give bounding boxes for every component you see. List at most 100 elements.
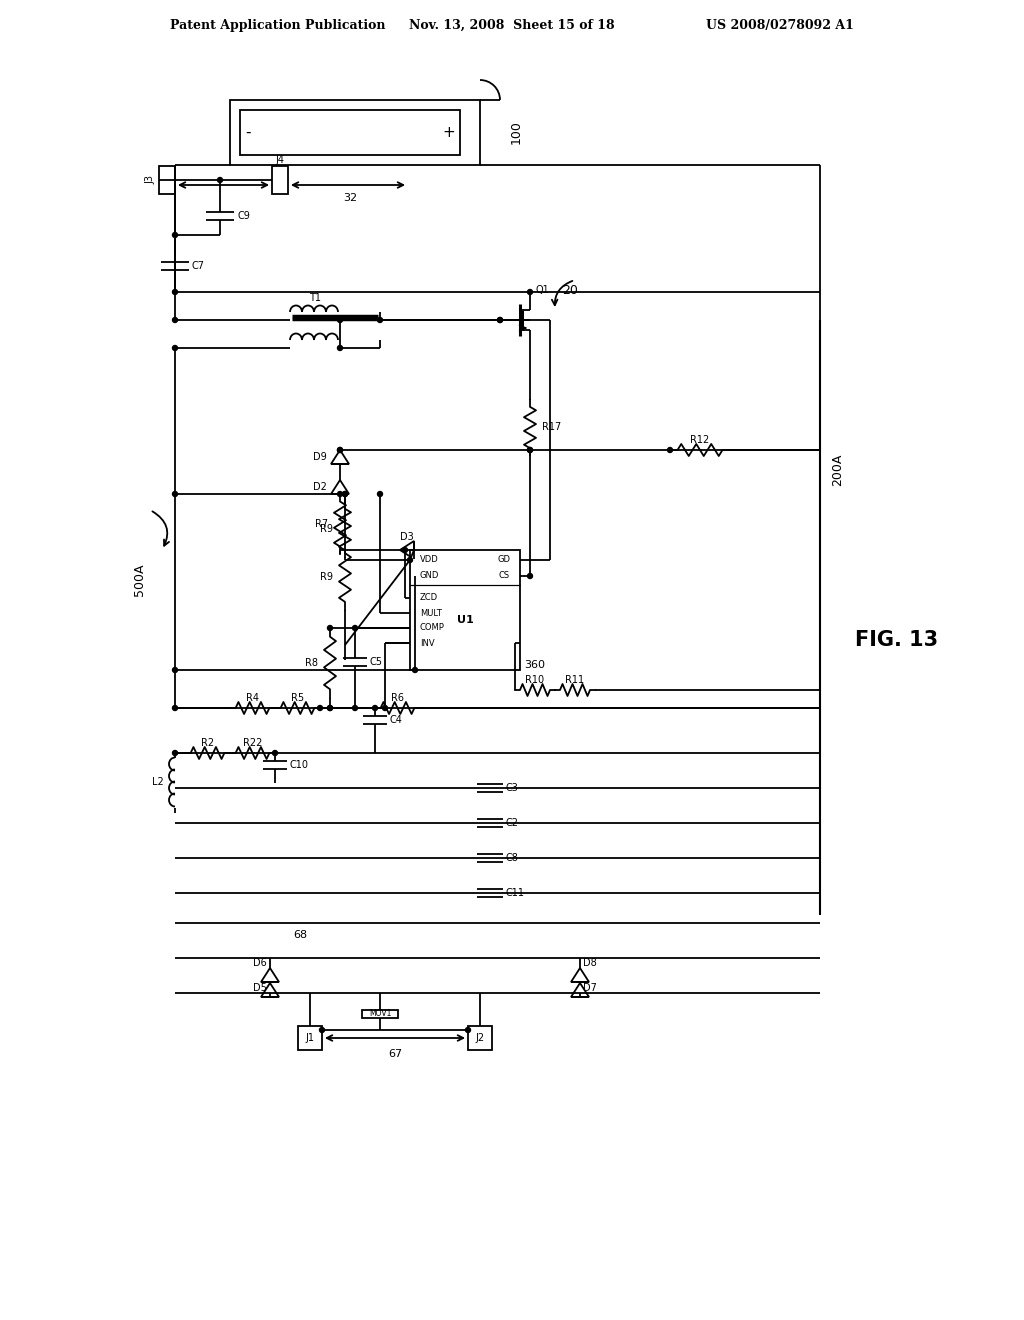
Text: -: - [245,125,251,140]
Circle shape [328,705,333,710]
Circle shape [172,705,177,710]
Text: Patent Application Publication: Patent Application Publication [170,18,385,32]
Circle shape [378,491,383,496]
Text: Nov. 13, 2008  Sheet 15 of 18: Nov. 13, 2008 Sheet 15 of 18 [410,18,614,32]
Circle shape [319,1027,325,1032]
Circle shape [527,447,532,453]
Text: C8: C8 [506,853,519,863]
Circle shape [172,232,177,238]
Text: C2: C2 [506,818,519,828]
Text: D2: D2 [313,482,327,492]
Circle shape [172,491,177,496]
Circle shape [328,626,333,631]
Text: D7: D7 [583,983,597,993]
Text: INV: INV [420,639,434,648]
Text: R11: R11 [565,675,585,685]
Text: ZCD: ZCD [420,594,438,602]
Circle shape [317,705,323,710]
Text: D5: D5 [253,983,267,993]
Bar [272,166,288,194]
Text: Q1: Q1 [535,285,549,294]
Text: GD: GD [497,556,510,565]
Circle shape [328,705,333,710]
Circle shape [172,751,177,755]
Bar [362,1010,398,1018]
Text: C7: C7 [193,261,205,271]
Text: C5: C5 [370,657,383,667]
Text: 67: 67 [388,1049,402,1059]
Text: D8: D8 [583,958,597,968]
Text: R22: R22 [243,738,262,748]
Circle shape [373,705,378,710]
Text: 360: 360 [524,660,546,671]
Circle shape [342,491,347,496]
Text: COMP: COMP [420,623,444,632]
Text: R2: R2 [201,738,214,748]
Text: U1: U1 [457,615,473,624]
Circle shape [527,447,532,453]
Circle shape [338,447,342,453]
Bar [298,1026,322,1049]
Circle shape [172,346,177,351]
Bar [468,1026,492,1049]
Bar [240,110,460,154]
Text: C11: C11 [506,888,525,898]
Text: +: + [442,125,455,140]
Circle shape [338,346,342,351]
Text: J2: J2 [475,1034,484,1043]
Text: MULT: MULT [420,609,442,618]
Circle shape [466,1027,470,1032]
Circle shape [342,491,347,496]
Text: R17: R17 [542,422,561,433]
Bar [230,100,480,165]
Text: C9: C9 [237,211,250,220]
Circle shape [668,447,673,453]
Text: R7: R7 [314,519,328,529]
Text: J4: J4 [275,154,285,165]
Text: 32: 32 [343,193,357,203]
Circle shape [378,318,383,322]
Text: R8: R8 [305,657,318,668]
Text: D9: D9 [313,451,327,462]
Circle shape [172,668,177,672]
Circle shape [498,318,503,322]
Circle shape [402,548,408,553]
Text: L2: L2 [153,777,164,787]
Circle shape [272,751,278,755]
Circle shape [383,705,387,710]
Text: D6: D6 [253,958,267,968]
Circle shape [352,626,357,631]
Text: 200A: 200A [831,454,845,486]
Text: VDD: VDD [420,556,438,565]
Text: 20: 20 [562,284,578,297]
Circle shape [413,668,418,672]
Bar [410,550,520,671]
Text: D3: D3 [400,532,414,543]
Text: J3: J3 [145,176,155,185]
Text: R6: R6 [391,693,404,704]
Text: C4: C4 [390,715,402,725]
Text: R9: R9 [319,524,333,535]
Text: R10: R10 [525,675,545,685]
Circle shape [172,289,177,294]
Text: R9: R9 [319,573,333,582]
Circle shape [338,447,342,453]
Text: CS: CS [499,572,510,581]
Circle shape [527,289,532,294]
Text: FIG. 13: FIG. 13 [855,630,938,649]
Text: GND: GND [420,572,439,581]
Text: US 2008/0278092 A1: US 2008/0278092 A1 [707,18,854,32]
Text: J1: J1 [305,1034,314,1043]
Text: R5: R5 [291,693,304,704]
Circle shape [172,318,177,322]
Circle shape [408,557,413,562]
Text: MOV1: MOV1 [369,1010,391,1019]
Text: 68: 68 [293,931,307,940]
Circle shape [217,177,222,182]
Circle shape [338,491,342,496]
Text: C10: C10 [290,760,309,770]
Text: R12: R12 [690,436,710,445]
Circle shape [527,573,532,578]
Text: R4: R4 [246,693,259,704]
Circle shape [352,705,357,710]
